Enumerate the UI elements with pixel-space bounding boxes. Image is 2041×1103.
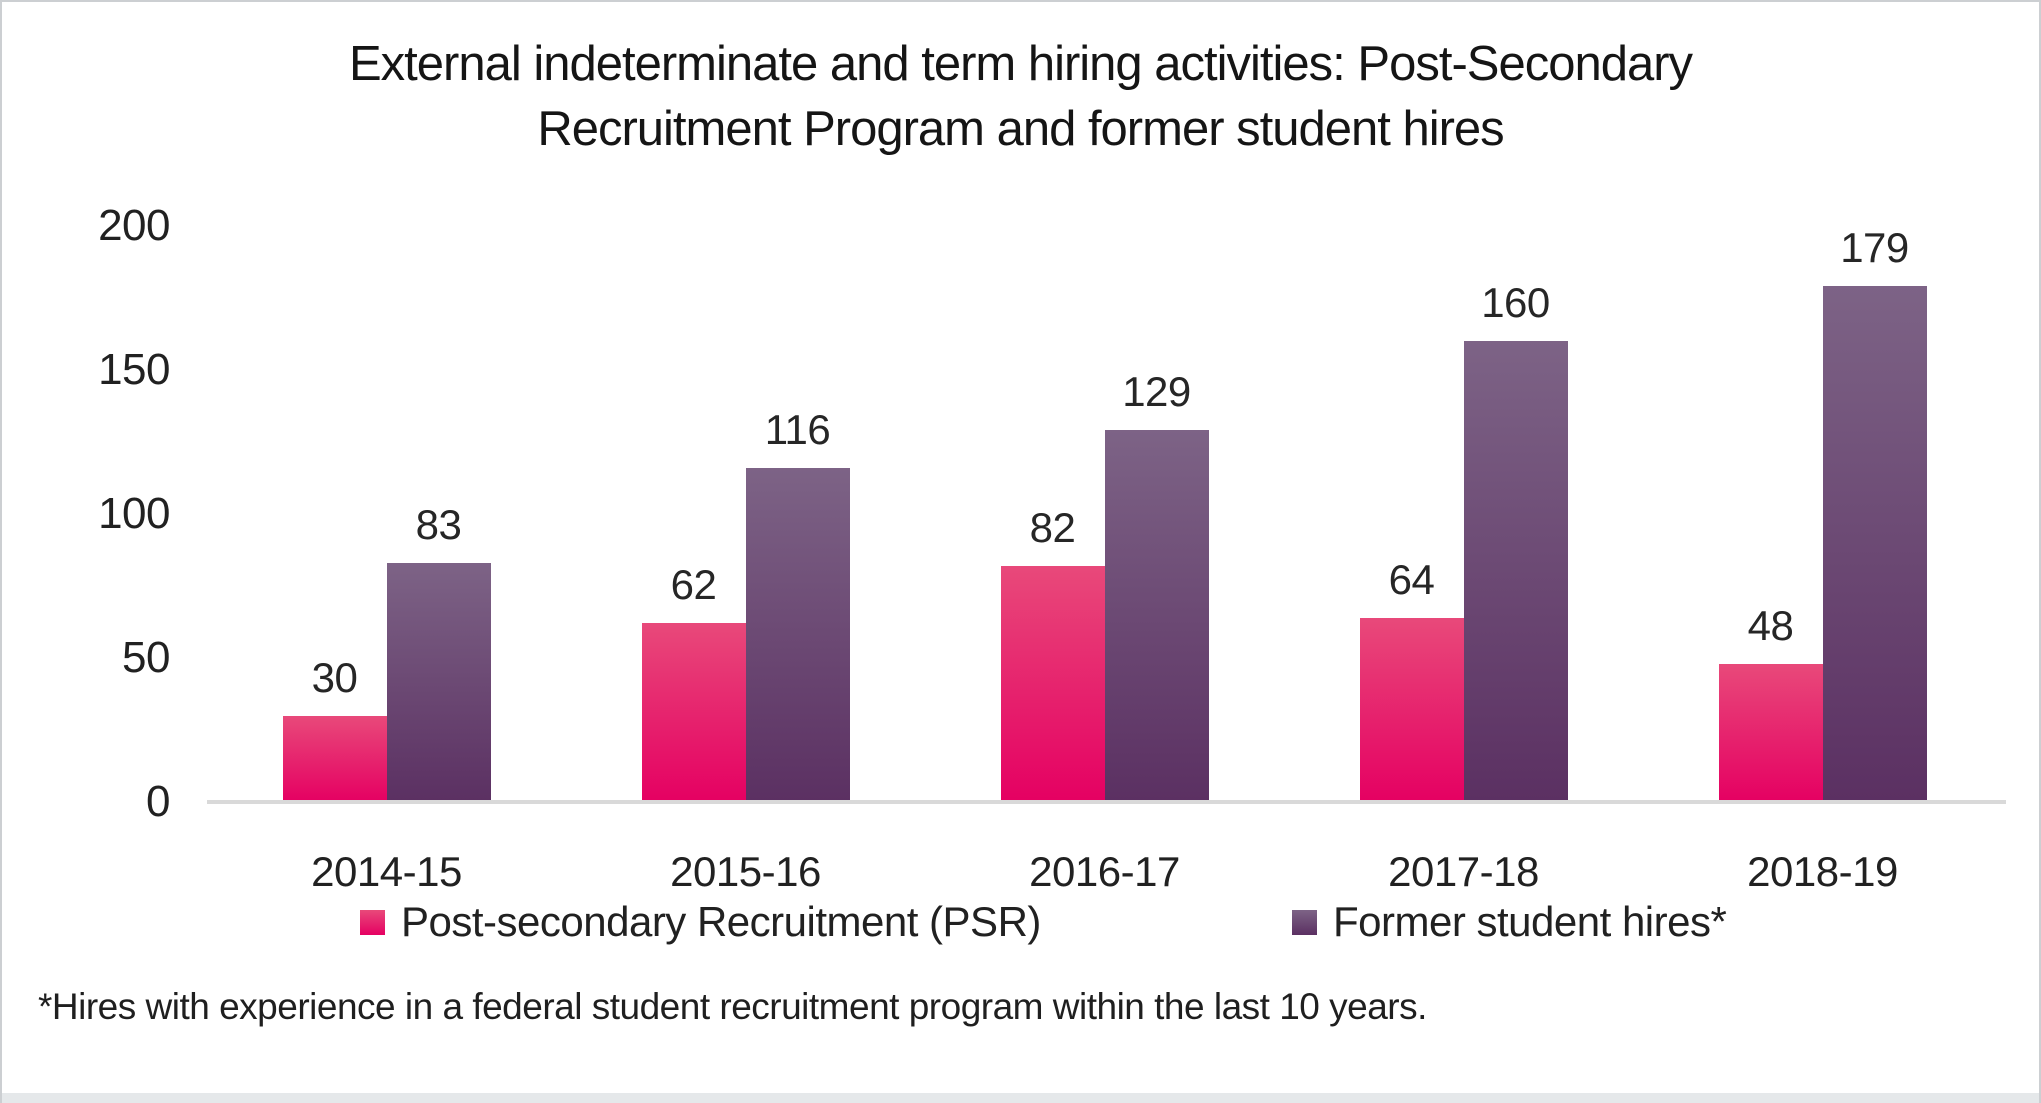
bar-value-label: 82 — [1029, 504, 1076, 551]
bar-value-label: 83 — [415, 501, 462, 548]
y-axis-tick-label: 150 — [98, 345, 170, 394]
chart-title: External indeterminate and term hiring a… — [2, 32, 2039, 161]
x-axis-label: 2014-15 — [311, 848, 462, 895]
x-axis-line — [207, 800, 2006, 804]
legend-label: Post-secondary Recruitment (PSR) — [401, 898, 1041, 945]
bar — [1000, 566, 1105, 802]
legend-marker-icon — [360, 909, 385, 935]
x-axis-label: 2016-17 — [1029, 848, 1180, 895]
bar — [1359, 618, 1464, 802]
y-axis: 200 150 100 50 0 — [62, 201, 170, 826]
bar-group: 64 160 2017-18 — [1359, 279, 1568, 895]
bar-with-label: 83 — [386, 501, 491, 802]
y-axis-tick-label: 0 — [146, 777, 170, 826]
bar-group: 48 179 2018-19 — [1718, 224, 1927, 895]
legend-item: Former student hires* — [1292, 898, 1727, 946]
bar-with-label: 179 — [1822, 224, 1927, 802]
bar-groups: 30 83 2014-15 62 116 2015-16 82 129 2016-17 64 160… — [207, 224, 2002, 895]
bar-value-label: 160 — [1481, 279, 1550, 326]
bar-with-label: 160 — [1463, 279, 1568, 802]
legend-item: Post-secondary Recruitment (PSR) — [360, 898, 1041, 946]
bar-value-label: 64 — [1388, 556, 1435, 603]
bar-group: 82 129 2016-17 — [1000, 368, 1209, 895]
bar — [1463, 341, 1568, 802]
chart-title-line-2: Recruitment Program and former student h… — [537, 101, 1504, 156]
plot-area: 30 83 2014-15 62 116 2015-16 82 129 2016-17 64 160… — [207, 224, 2006, 895]
x-axis-label: 2017-18 — [1388, 848, 1539, 895]
bar — [282, 716, 387, 802]
x-axis-label: 2018-19 — [1747, 848, 1898, 895]
bar — [1822, 286, 1927, 802]
bottom-edge-strip — [2, 1093, 2039, 1103]
bar-with-label: 48 — [1718, 602, 1823, 802]
bar-with-label: 62 — [641, 561, 746, 802]
bar-value-label: 30 — [311, 654, 358, 701]
bar-value-label: 62 — [670, 561, 717, 608]
bar-value-label: 129 — [1122, 368, 1191, 415]
footnote: *Hires with experience in a federal stud… — [38, 986, 1427, 1027]
x-axis-label: 2015-16 — [670, 848, 821, 895]
y-axis-tick-label: 100 — [98, 489, 170, 538]
bar-with-label: 116 — [745, 406, 850, 802]
bar-with-label: 64 — [1359, 556, 1464, 802]
bar — [386, 563, 491, 802]
legend-label: Former student hires* — [1333, 898, 1727, 945]
legend: Post-secondary Recruitment (PSR) Former s… — [2, 898, 2039, 948]
legend-marker-icon — [1292, 909, 1317, 935]
bar-value-label: 48 — [1747, 602, 1794, 649]
y-axis-tick-label: 50 — [122, 633, 170, 682]
bar — [745, 468, 850, 802]
bar-group: 30 83 2014-15 — [282, 501, 491, 895]
y-axis-tick-label: 200 — [98, 201, 170, 250]
bar-with-label: 82 — [1000, 504, 1105, 802]
bar — [641, 623, 746, 802]
bar-with-label: 30 — [282, 654, 387, 802]
bar-value-label: 179 — [1840, 224, 1909, 271]
bar — [1104, 430, 1209, 802]
bar-group: 62 116 2015-16 — [641, 406, 850, 895]
bar — [1718, 664, 1823, 802]
chart-title-line-1: External indeterminate and term hiring a… — [348, 37, 1693, 91]
bar-with-label: 129 — [1104, 368, 1209, 802]
bar-value-label: 116 — [764, 406, 831, 453]
